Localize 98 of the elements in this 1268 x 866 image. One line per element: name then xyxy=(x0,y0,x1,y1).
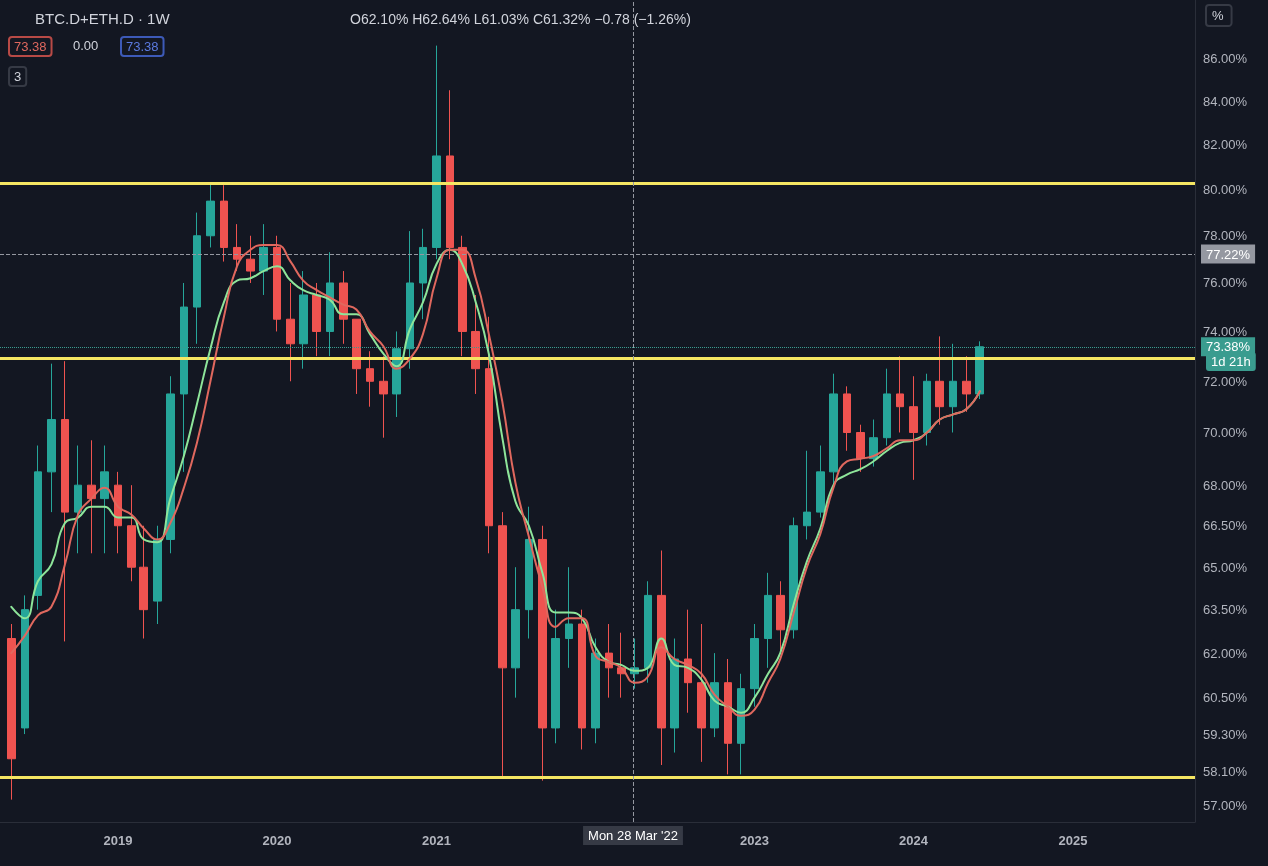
candlestick xyxy=(139,525,148,640)
candlestick xyxy=(352,318,361,395)
candlestick xyxy=(551,609,560,744)
candlestick xyxy=(935,335,944,426)
text: % xyxy=(1212,8,1224,23)
candlestick xyxy=(538,525,547,782)
x-tick-label: 2020 xyxy=(262,833,292,848)
candlestick xyxy=(259,223,268,296)
ref-line-label: 77.22% xyxy=(1206,246,1251,262)
candlestick xyxy=(246,235,255,284)
candlestick xyxy=(697,623,706,763)
y-tick-label: 86.00% xyxy=(1203,50,1248,66)
candlestick xyxy=(644,580,652,684)
candlestick xyxy=(485,316,493,554)
y-tick-label: 59.30% xyxy=(1203,726,1248,742)
candlestick xyxy=(896,355,904,433)
candlestick xyxy=(591,638,600,744)
annotation: 73.38 xyxy=(126,39,159,54)
candlestick xyxy=(47,363,56,513)
candlestick xyxy=(737,673,745,775)
candlestick xyxy=(220,184,228,263)
candlestick xyxy=(578,609,586,750)
ref-line-label: 73.38% xyxy=(1206,339,1251,355)
candlestick xyxy=(419,228,427,320)
y-tick-label: 65.00% xyxy=(1203,559,1248,575)
x-tick-label: 2021 xyxy=(422,833,451,848)
annotation: 0.00 xyxy=(73,38,99,53)
candlestick xyxy=(312,282,321,357)
candlestick xyxy=(843,385,851,452)
candlestick xyxy=(764,572,772,669)
y-tick-label: 78.00% xyxy=(1203,228,1248,244)
y-tick-label: 70.00% xyxy=(1203,424,1248,440)
candlestick xyxy=(7,623,16,801)
x-tick-label: 2023 xyxy=(740,833,770,848)
candlestick xyxy=(750,623,759,708)
candlestick xyxy=(829,373,838,486)
candlestick xyxy=(206,182,215,248)
y-tick-label: 76.00% xyxy=(1203,275,1248,291)
candlestick xyxy=(193,212,201,345)
x-tick-label: 2025 xyxy=(1058,833,1088,848)
candlestick xyxy=(458,235,467,357)
candlestick xyxy=(565,566,573,669)
candlestick xyxy=(909,375,918,481)
candlestick xyxy=(962,355,971,413)
annotation: 3 xyxy=(14,69,22,84)
text: 1d 21h xyxy=(1211,354,1251,369)
candlestick xyxy=(724,658,732,775)
candlestick xyxy=(406,230,414,370)
y-tick-label: 68.00% xyxy=(1203,477,1248,493)
candlestick xyxy=(525,506,533,640)
candlestick xyxy=(100,445,109,554)
candlestick xyxy=(114,471,122,554)
y-tick-label: 84.00% xyxy=(1203,93,1248,109)
candlestick xyxy=(975,340,984,400)
candlestick xyxy=(153,525,162,625)
candlestick xyxy=(166,375,175,554)
candlestick xyxy=(446,89,454,260)
candlestick xyxy=(657,550,666,766)
candlestick xyxy=(949,343,957,433)
y-tick-label: 63.50% xyxy=(1203,602,1248,618)
candlestick xyxy=(366,350,374,408)
candlestick xyxy=(471,294,480,395)
candlestick xyxy=(326,251,334,357)
candlestick xyxy=(127,484,136,582)
candlestick xyxy=(883,368,891,447)
y-tick-label: 62.00% xyxy=(1203,645,1248,661)
candlestick xyxy=(816,445,825,519)
x-tick-label: 2019 xyxy=(103,833,133,848)
text: BTC.D+ETH.D · 1W xyxy=(35,10,171,27)
y-tick-label: 66.50% xyxy=(1203,518,1248,534)
candlestick xyxy=(498,511,507,778)
candlestick xyxy=(803,450,811,540)
candlestick xyxy=(87,439,96,554)
annotation: 73.38 xyxy=(14,39,47,54)
ref-line-label: Mon 28 Mar '22 xyxy=(588,828,678,843)
candlestick xyxy=(180,282,188,473)
x-tick-label: 2024 xyxy=(899,833,929,848)
candlestick xyxy=(670,638,679,754)
y-tick-label: 80.00% xyxy=(1203,182,1248,198)
candlestick xyxy=(74,445,82,554)
y-tick-label: 82.00% xyxy=(1203,137,1248,153)
y-tick-label: 72.00% xyxy=(1203,373,1248,389)
y-tick-label: 58.10% xyxy=(1203,763,1248,779)
candlestick xyxy=(856,424,865,473)
candlestick xyxy=(379,355,388,439)
y-tick-label: 74.00% xyxy=(1203,323,1248,339)
candlestick xyxy=(299,270,308,370)
text: O62.10% H62.64% L61.03% C61.32% −0.78 (−1.26%) xyxy=(350,11,691,27)
candlestick xyxy=(61,360,69,642)
candlestick xyxy=(21,594,29,735)
candlestick xyxy=(432,45,441,260)
candlestick xyxy=(511,566,520,699)
y-tick-label: 60.50% xyxy=(1203,690,1248,706)
candlestick xyxy=(286,282,295,382)
candlestick xyxy=(273,235,281,332)
y-tick-label: 57.00% xyxy=(1203,798,1248,814)
candlestick xyxy=(34,445,42,611)
candlestick xyxy=(923,373,931,447)
